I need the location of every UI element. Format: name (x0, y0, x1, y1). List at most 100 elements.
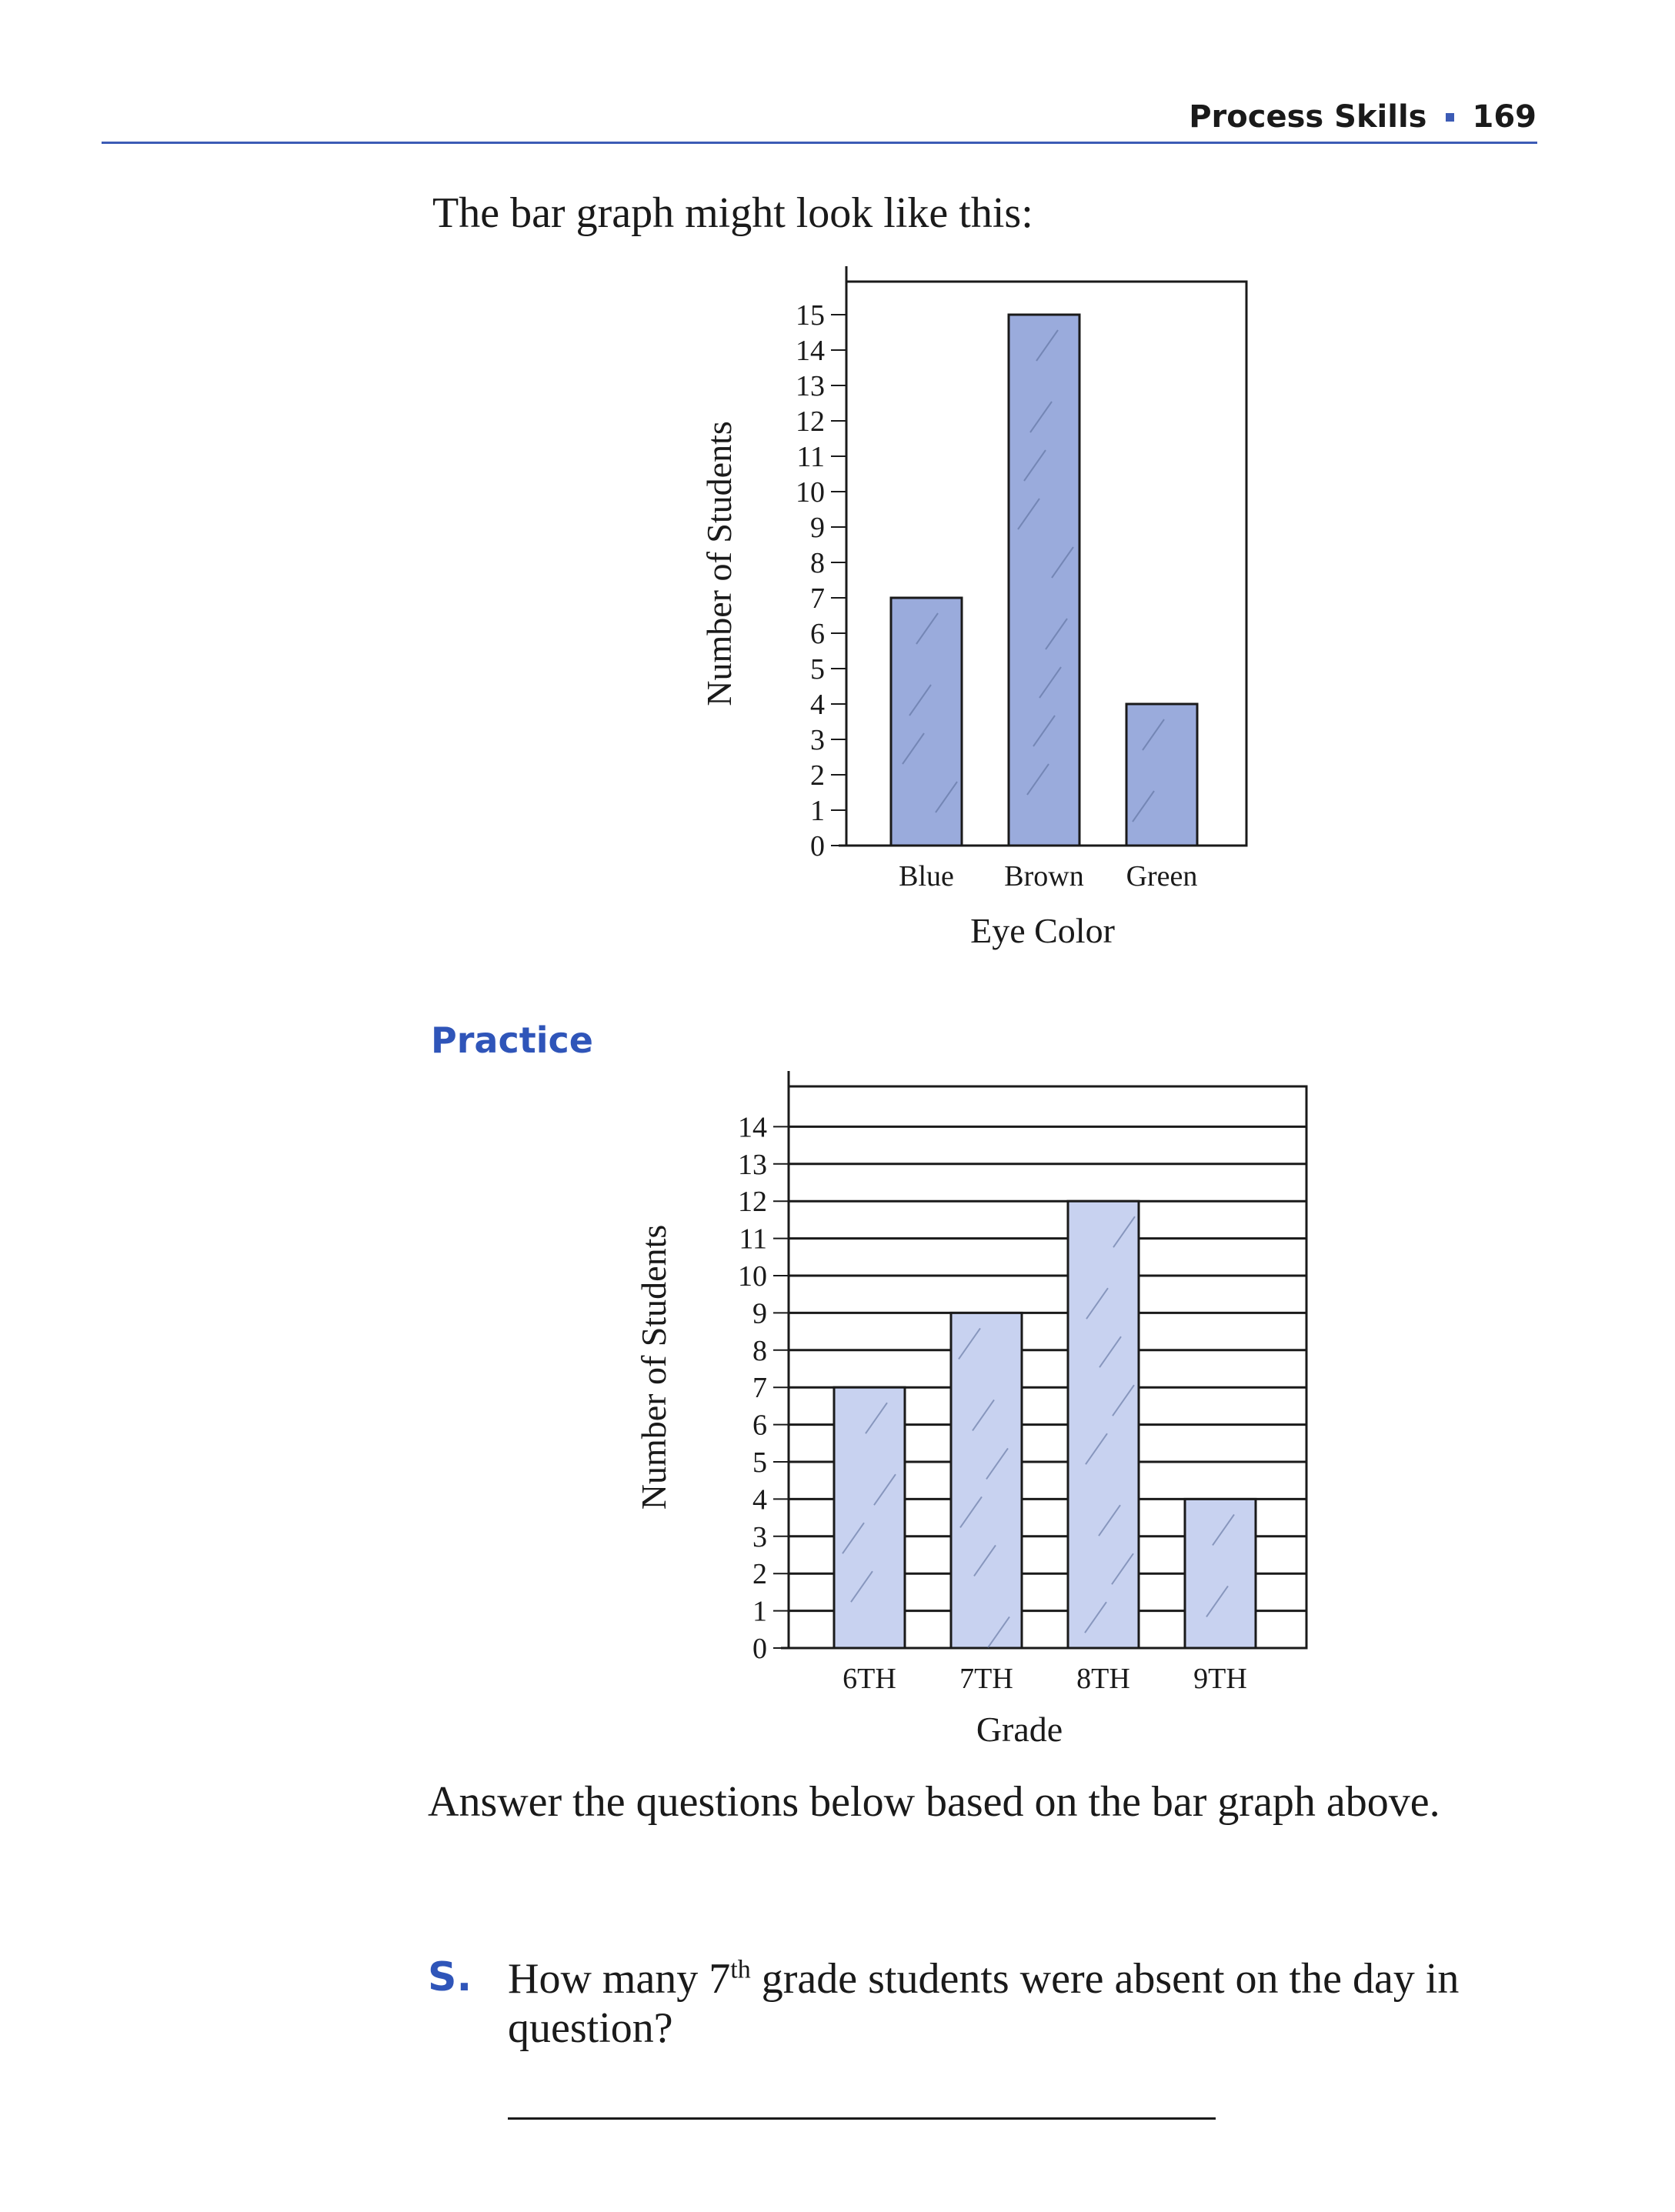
y-tick-label: 6 (752, 1410, 767, 1442)
y-tick-label: 12 (796, 405, 825, 438)
bar-blue-hatch (916, 612, 939, 645)
answer-line[interactable] (508, 2117, 1216, 2120)
page-header: Process Skills 169 (1169, 94, 1537, 140)
y-tick-label: 4 (752, 1483, 767, 1516)
y-tick-label: 1 (810, 795, 825, 827)
y-tick-label: 10 (796, 476, 825, 509)
question-text: How many 7th grade students were absent … (508, 1954, 1523, 2053)
x-tick-label: 7TH (959, 1663, 1013, 1695)
bar-brown-hatch (1023, 449, 1046, 482)
bar-8th-hatch (1113, 1216, 1136, 1248)
bar-9th (1183, 1497, 1257, 1650)
x-tick-label: Blue (899, 860, 954, 892)
y-tick-label: 4 (810, 689, 825, 721)
bar-7th-hatch (959, 1496, 983, 1528)
y-tick-label: 11 (796, 441, 825, 473)
y-tick-label: 2 (810, 759, 825, 792)
question-letter: S. (428, 1954, 472, 2000)
instructions-text: Answer the questions below based on the … (428, 1778, 1440, 1826)
bar-brown-hatch (1045, 618, 1068, 650)
question-text-before: How many 7 (508, 1955, 731, 2003)
bar-brown (1007, 313, 1081, 847)
bar-8th-hatch (1085, 1433, 1108, 1465)
bar-8th-hatch (1098, 1504, 1121, 1536)
y-tick-label: 14 (738, 1111, 767, 1143)
question-superscript: th (730, 1955, 751, 1984)
bar-green (1125, 702, 1199, 847)
bar-brown-hatch (1033, 715, 1056, 747)
bar-green-hatch (1142, 719, 1165, 751)
bar-6th-hatch (865, 1402, 888, 1434)
bar-6th-hatch (873, 1473, 896, 1506)
bar-6th (832, 1386, 906, 1650)
y-tick-label: 6 (810, 618, 825, 650)
y-tick-label: 14 (796, 335, 825, 367)
bar-8th-hatch (1086, 1287, 1109, 1320)
bar-6th-hatch (842, 1522, 865, 1554)
header-rule (102, 142, 1537, 144)
y-tick-label: 13 (738, 1149, 767, 1181)
bar-8th-hatch (1111, 1553, 1134, 1585)
y-tick-label: 7 (752, 1372, 767, 1404)
x-tick-label: 9TH (1193, 1663, 1247, 1695)
intro-text: The bar graph might look like this: (432, 189, 1033, 237)
bar-7th-hatch (987, 1616, 1010, 1648)
y-tick-label: 1 (752, 1596, 767, 1628)
bar-7th-hatch (973, 1544, 996, 1576)
bar-6th-hatch (850, 1570, 873, 1603)
bar-blue-hatch (902, 732, 925, 765)
bar-8th-hatch (1099, 1336, 1122, 1368)
bar-brown-hatch (1051, 546, 1074, 579)
bar-8th-hatch (1084, 1601, 1107, 1633)
bar-8th (1066, 1199, 1140, 1650)
practice-heading: Practice (431, 1019, 593, 1061)
y-tick-label: 5 (810, 653, 825, 686)
y-axis-label: Number of Students (699, 421, 739, 706)
bar-blue (889, 596, 963, 847)
y-tick-label: 11 (739, 1223, 767, 1256)
y-tick-label: 5 (752, 1446, 767, 1479)
x-axis-label: Grade (976, 1710, 1063, 1749)
bar-7th-hatch (986, 1447, 1009, 1480)
y-tick-label: 13 (796, 370, 825, 402)
bar-blue-hatch (935, 781, 958, 813)
x-tick-label: 6TH (843, 1663, 896, 1695)
x-axis-label: Eye Color (970, 911, 1115, 950)
y-tick-label: 10 (738, 1260, 767, 1293)
x-tick-label: Brown (1004, 860, 1083, 892)
bar-brown-hatch (1026, 763, 1049, 796)
x-tick-label: Green (1126, 860, 1198, 892)
page-number: 169 (1472, 99, 1537, 135)
x-tick-label: 8TH (1076, 1663, 1130, 1695)
y-tick-label: 9 (810, 512, 825, 544)
bar-blue-hatch (909, 684, 932, 716)
section-title: Process Skills (1189, 99, 1427, 135)
y-tick-label: 8 (810, 547, 825, 579)
bar-brown-hatch (1039, 666, 1062, 699)
y-tick-label: 3 (752, 1521, 767, 1553)
y-tick-label: 15 (796, 299, 825, 332)
bar-7th-hatch (972, 1399, 995, 1431)
bar-brown-hatch (1017, 498, 1040, 530)
bar-8th-hatch (1112, 1384, 1135, 1416)
y-axis-label: Number of Students (634, 1225, 673, 1510)
y-tick-label: 3 (810, 724, 825, 756)
bullet-icon (1445, 112, 1454, 122)
bar-9th-hatch (1212, 1513, 1235, 1546)
bar-9th-hatch (1206, 1585, 1229, 1617)
bar-7th (949, 1311, 1023, 1650)
y-tick-label: 9 (752, 1297, 767, 1330)
y-tick-label: 12 (738, 1186, 767, 1218)
bar-brown-hatch (1036, 329, 1059, 362)
bar-7th-hatch (958, 1327, 981, 1360)
y-tick-label: 0 (810, 830, 825, 862)
bar-brown-hatch (1029, 401, 1053, 433)
y-tick-label: 8 (752, 1335, 767, 1367)
y-tick-label: 2 (752, 1558, 767, 1590)
y-tick-label: 7 (810, 582, 825, 615)
question-text-after: grade students were absent on the day in… (508, 1955, 1460, 2052)
y-tick-label: 0 (752, 1633, 767, 1665)
bar-green-hatch (1132, 790, 1155, 822)
